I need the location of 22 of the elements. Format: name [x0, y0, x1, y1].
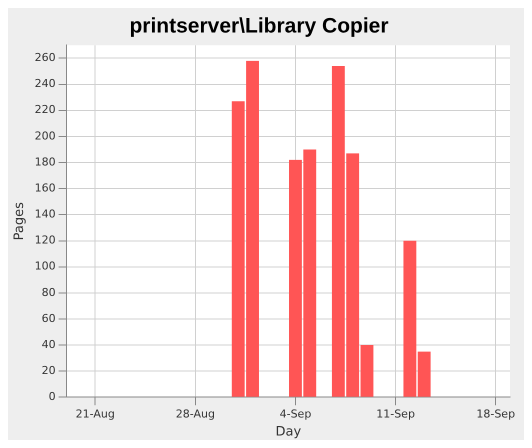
y-tick-label: 160	[34, 181, 56, 194]
x-axis-title: Day	[275, 424, 302, 440]
chart-title: printserver\Library Copier	[129, 14, 389, 38]
y-tick-label: 240	[34, 77, 56, 90]
y-tick-label: 180	[34, 155, 56, 168]
x-tick-label: 4-Sep	[280, 408, 312, 421]
y-tick-label: 220	[34, 103, 56, 116]
y-tick-label: 140	[34, 208, 56, 221]
x-tick-label: 21-Aug	[76, 408, 115, 421]
y-tick-label: 100	[34, 260, 56, 273]
y-tick-label: 120	[34, 234, 56, 247]
x-tick-label: 11-Sep	[376, 408, 415, 421]
y-tick-label: 60	[42, 312, 56, 325]
y-tick-label: 0	[48, 390, 56, 404]
x-tick-label: 18-Sep	[476, 408, 516, 421]
y-tick-label: 40	[42, 338, 56, 351]
y-tick-label: 260	[34, 51, 56, 64]
y-axis-title: Pages	[12, 202, 28, 240]
x-tick-label: 28-Aug	[176, 408, 215, 421]
y-tick-label: 80	[42, 286, 56, 299]
y-tick-label: 20	[42, 364, 56, 377]
y-tick-label: 200	[34, 129, 56, 142]
